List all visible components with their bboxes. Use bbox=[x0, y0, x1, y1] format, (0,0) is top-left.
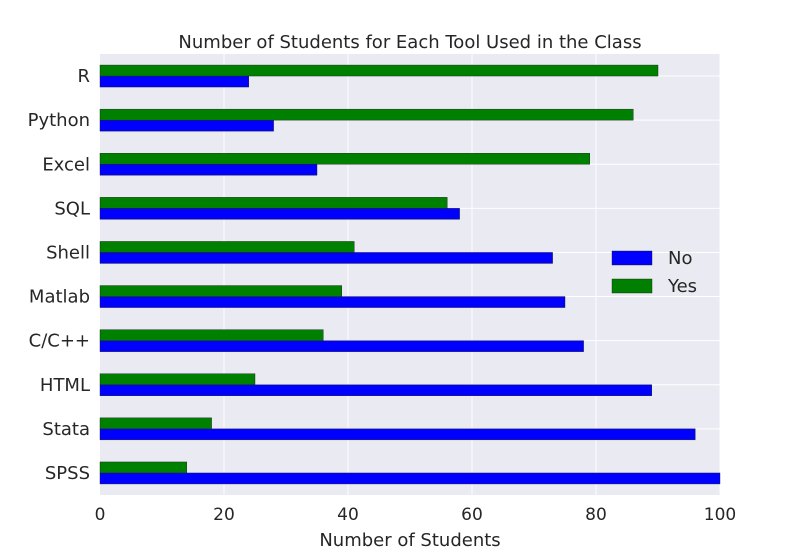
y-tick-label: Excel bbox=[42, 154, 90, 175]
y-tick-label: Stata bbox=[42, 419, 90, 440]
y-tick-label: Shell bbox=[46, 242, 90, 263]
bar-yes-python bbox=[99, 108, 634, 121]
y-tick-label: C/C++ bbox=[29, 331, 90, 352]
bar-yes-shell bbox=[99, 241, 355, 253]
y-tick-labels: SPSS Stata HTML C/C++ Matlab Shell SQL Excel Pyt… bbox=[28, 66, 90, 484]
bar-yes-excel bbox=[99, 153, 590, 165]
bar-no-spss bbox=[99, 472, 721, 485]
bar-yes-c-c- bbox=[99, 329, 324, 341]
bar-yes-matlab bbox=[99, 285, 343, 297]
bar-no-sql bbox=[99, 208, 460, 220]
legend-swatch-no bbox=[611, 250, 653, 266]
y-tick-label: Python bbox=[28, 110, 90, 131]
x-tick-label: 0 bbox=[95, 505, 106, 525]
y-tick-label: SPSS bbox=[45, 463, 90, 484]
legend-label-no: No bbox=[668, 248, 692, 269]
x-tick-label: 80 bbox=[585, 505, 607, 525]
bar-yes-r bbox=[99, 64, 659, 77]
bar-no-matlab bbox=[99, 296, 566, 308]
x-tick-label: 40 bbox=[337, 505, 359, 525]
x-axis-label: Number of Students bbox=[319, 530, 500, 550]
bar-no-html bbox=[99, 384, 652, 396]
chart-title: Number of Students for Each Tool Used in… bbox=[178, 32, 641, 53]
bar-no-r bbox=[99, 75, 250, 88]
bar-yes-html bbox=[99, 373, 256, 385]
y-tick-label: R bbox=[77, 66, 90, 87]
x-tick-label: 100 bbox=[704, 505, 736, 525]
x-tick-label: 20 bbox=[213, 505, 235, 525]
bar-no-c-c- bbox=[99, 340, 584, 352]
legend: No Yes bbox=[611, 248, 697, 297]
bar-no-excel bbox=[99, 164, 318, 176]
bar-yes-sql bbox=[99, 197, 448, 209]
x-tick-labels: 0 20 40 60 80 100 bbox=[95, 505, 737, 525]
x-tick-label: 60 bbox=[461, 505, 483, 525]
bar-yes-spss bbox=[99, 461, 188, 474]
bar-yes-stata bbox=[99, 417, 212, 430]
y-tick-label: Matlab bbox=[29, 287, 90, 308]
legend-swatch-yes bbox=[611, 278, 653, 294]
bar-no-shell bbox=[99, 252, 553, 264]
bar-no-python bbox=[99, 119, 274, 132]
y-tick-label: HTML bbox=[40, 375, 90, 396]
legend-label-yes: Yes bbox=[667, 276, 697, 297]
bar-no-stata bbox=[99, 428, 696, 441]
y-tick-label: SQL bbox=[54, 198, 90, 219]
bars bbox=[99, 64, 721, 485]
